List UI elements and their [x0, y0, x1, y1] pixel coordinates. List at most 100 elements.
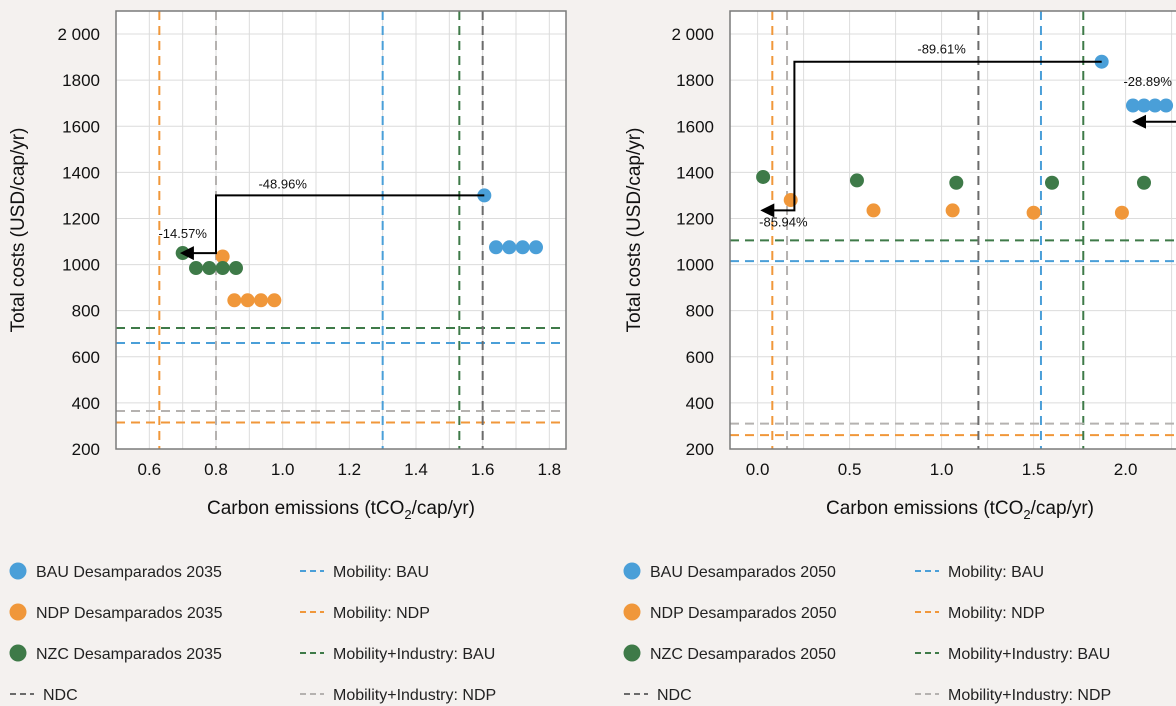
plot-area	[116, 11, 566, 449]
y-tick-label: 600	[72, 348, 100, 367]
x-tick-label: 0.5	[838, 460, 862, 479]
y-tick-label: 1000	[62, 256, 100, 275]
data-point-bau	[529, 240, 543, 255]
legend-label: NZC Desamparados 2035	[36, 646, 222, 663]
legend-marker-nzc	[9, 644, 27, 662]
legend: BAU Desamparados 2035 Mobility: BAU NDP De…	[9, 562, 496, 704]
legend-label: Mobility+Industry: NDP	[948, 687, 1111, 704]
data-point-ndp	[1114, 205, 1129, 220]
x-tick-label: 1.6	[471, 460, 495, 479]
chart-panel-2: -89.61% -28.89% -85.94% 0.0 0.5 1.0 1.5 2.0 200 4…	[623, 10, 1176, 704]
y-axis-title: Total costs (USD/cap/yr)	[8, 128, 29, 333]
legend-label: Mobility+Industry: BAU	[333, 646, 495, 663]
legend-label: NDC	[43, 687, 78, 704]
annotation-label: -85.94%	[759, 215, 808, 230]
data-point-bau	[502, 240, 517, 255]
legend-label: NDC	[657, 687, 692, 704]
data-point-nzc	[949, 175, 964, 190]
chart-panel-1: -48.96% -14.57% 0.6 0.8 1.0 1.2 1.4 1.6 1.8 200 40…	[8, 10, 567, 704]
x-axis-title: Carbon emissions (tCO2/cap/yr)	[826, 498, 1094, 522]
legend-label: NZC Desamparados 2050	[650, 646, 836, 663]
y-tick-label: 400	[72, 394, 100, 413]
data-point-bau	[489, 240, 503, 255]
y-tick-label: 2 000	[671, 25, 714, 44]
y-tick-label: 200	[72, 440, 100, 459]
legend-marker-bau	[623, 562, 641, 580]
data-point-ndp	[1026, 205, 1041, 220]
legend: BAU Desamparados 2050 Mobility: BAU NDP De…	[623, 562, 1111, 704]
x-tick-label: 2.0	[1114, 460, 1138, 479]
y-tick-label: 1200	[62, 209, 100, 228]
x-axis-title-tail: /cap/yr)	[1031, 498, 1094, 519]
x-axis-title-subscript: 2	[1023, 507, 1030, 522]
legend-label: Mobility: NDP	[333, 605, 430, 622]
y-tick-label: 1400	[62, 163, 100, 182]
legend-label: Mobility: BAU	[948, 564, 1044, 581]
legend-marker-bau	[9, 562, 27, 580]
data-point-nzc	[215, 261, 230, 276]
x-axis-title-tail: /cap/yr)	[412, 498, 475, 519]
data-point-ndp	[240, 293, 255, 308]
data-point-ndp	[254, 293, 268, 308]
x-tick-label: 0.6	[138, 460, 162, 479]
x-tick-label: 1.2	[338, 460, 362, 479]
legend-marker-ndp	[9, 603, 27, 621]
y-tick-label: 800	[72, 302, 100, 321]
y-tick-label: 1400	[676, 163, 714, 182]
data-point-bau	[1125, 98, 1140, 113]
y-tick-label: 1800	[62, 71, 100, 90]
plot-area	[730, 11, 1176, 449]
data-point-ndp	[267, 293, 282, 308]
data-point-ndp	[215, 249, 230, 264]
y-tick-label: 1200	[676, 209, 714, 228]
data-point-bau	[1159, 98, 1174, 113]
annotation-label: -48.96%	[258, 177, 307, 192]
annotation-label: -28.89%	[1123, 74, 1172, 89]
x-tick-label: 1.0	[271, 460, 295, 479]
y-axis-title: Total costs (USD/cap/yr)	[624, 128, 645, 333]
y-tick-label: 1000	[676, 256, 714, 275]
data-point-bau	[1137, 98, 1151, 113]
annotation-label: -89.61%	[917, 42, 966, 57]
legend-label: BAU Desamparados 2050	[650, 564, 836, 581]
y-tick-label: 1600	[62, 117, 100, 136]
data-point-nzc	[189, 261, 203, 276]
legend-label: BAU Desamparados 2035	[36, 564, 222, 581]
annotation-label: -14.57%	[158, 226, 207, 241]
data-point-bau	[1148, 98, 1163, 113]
data-point-nzc	[1045, 175, 1059, 190]
plot-frame	[115, 10, 567, 450]
plot-contents	[730, 11, 1176, 449]
data-point-bau	[477, 188, 492, 203]
x-axis-title-main: Carbon emissions (tCO	[826, 498, 1023, 519]
data-point-nzc	[202, 261, 217, 276]
legend-marker-ndp	[623, 603, 641, 621]
data-point-ndp	[783, 193, 798, 208]
plot-contents	[116, 11, 566, 449]
y-tick-label: 2 000	[57, 25, 100, 44]
x-tick-label: 1.5	[1022, 460, 1046, 479]
x-tick-label: 1.8	[538, 460, 562, 479]
data-point-nzc	[849, 173, 864, 188]
data-point-nzc	[229, 261, 243, 276]
x-tick-label: 0.8	[204, 460, 228, 479]
plot-frame	[729, 10, 1176, 450]
data-point-bau	[515, 240, 530, 255]
legend-label: Mobility+Industry: NDP	[333, 687, 496, 704]
data-point-ndp	[227, 293, 242, 308]
x-tick-label: 1.4	[404, 460, 428, 479]
data-point-ndp	[866, 203, 881, 218]
legend-label: NDP Desamparados 2050	[650, 605, 837, 622]
data-point-nzc	[1137, 175, 1151, 190]
y-tick-label: 200	[686, 440, 714, 459]
legend-label: Mobility: BAU	[333, 564, 429, 581]
x-tick-label: 0.0	[746, 460, 770, 479]
y-tick-label: 400	[686, 394, 714, 413]
y-tick-label: 1600	[676, 117, 714, 136]
x-axis-title-main: Carbon emissions (tCO	[207, 498, 404, 519]
y-tick-label: 1800	[676, 71, 714, 90]
legend-label: Mobility: NDP	[948, 605, 1045, 622]
legend-label: NDP Desamparados 2035	[36, 605, 223, 622]
